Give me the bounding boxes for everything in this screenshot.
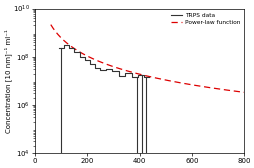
- TRPS data: [141, 74, 145, 76]
- Line: TRPS data: TRPS data: [58, 45, 148, 77]
- TRPS data: [67, 47, 70, 49]
- TRPS data: [62, 47, 65, 49]
- TRPS data: [141, 74, 145, 76]
- Power-law function: [163, 79, 166, 81]
- TRPS data: [99, 69, 102, 71]
- TRPS data: [117, 70, 120, 72]
- TRPS data: [130, 72, 133, 74]
- TRPS data: [88, 59, 91, 61]
- TRPS data: [99, 67, 102, 69]
- Power-law function: [136, 73, 139, 75]
- TRPS data: [72, 51, 75, 53]
- TRPS data: [117, 70, 120, 72]
- TRPS data: [78, 56, 81, 58]
- TRPS data: [123, 75, 126, 77]
- TRPS data: [136, 74, 139, 76]
- TRPS data: [83, 59, 86, 61]
- TRPS data: [104, 69, 107, 71]
- TRPS data: [110, 68, 113, 70]
- TRPS data: [123, 72, 126, 74]
- TRPS data: [130, 72, 133, 74]
- TRPS data: [130, 76, 133, 78]
- TRPS data: [88, 59, 91, 61]
- TRPS data: [104, 68, 107, 70]
- Power-law function: [178, 82, 181, 84]
- TRPS data: [57, 47, 60, 49]
- TRPS data: [67, 44, 70, 46]
- TRPS data: [67, 44, 70, 46]
- Power-law function: [83, 54, 86, 56]
- Line: Power-law function: Power-law function: [51, 25, 243, 92]
- TRPS data: [136, 76, 139, 78]
- TRPS data: [117, 75, 120, 77]
- TRPS data: [93, 63, 96, 65]
- TRPS data: [93, 67, 96, 69]
- TRPS data: [78, 51, 81, 53]
- Power-law function: [194, 85, 197, 87]
- TRPS data: [141, 76, 145, 78]
- Legend: TRPS data, Power-law function: TRPS data, Power-law function: [169, 11, 240, 26]
- TRPS data: [93, 63, 96, 65]
- Power-law function: [99, 61, 102, 63]
- Power-law function: [49, 24, 52, 26]
- TRPS data: [104, 69, 107, 71]
- TRPS data: [147, 76, 150, 78]
- Y-axis label: Concentration [10 nm]⁻¹ ml⁻¹: Concentration [10 nm]⁻¹ ml⁻¹: [4, 29, 12, 133]
- TRPS data: [123, 75, 126, 77]
- TRPS data: [72, 47, 75, 49]
- TRPS data: [83, 56, 86, 58]
- TRPS data: [83, 56, 86, 58]
- TRPS data: [110, 70, 113, 72]
- TRPS data: [88, 63, 91, 65]
- TRPS data: [62, 47, 65, 49]
- Power-law function: [242, 91, 245, 93]
- TRPS data: [136, 76, 139, 78]
- TRPS data: [110, 68, 113, 70]
- TRPS data: [78, 51, 81, 53]
- TRPS data: [72, 47, 75, 49]
- TRPS data: [99, 67, 102, 69]
- TRPS data: [62, 44, 65, 46]
